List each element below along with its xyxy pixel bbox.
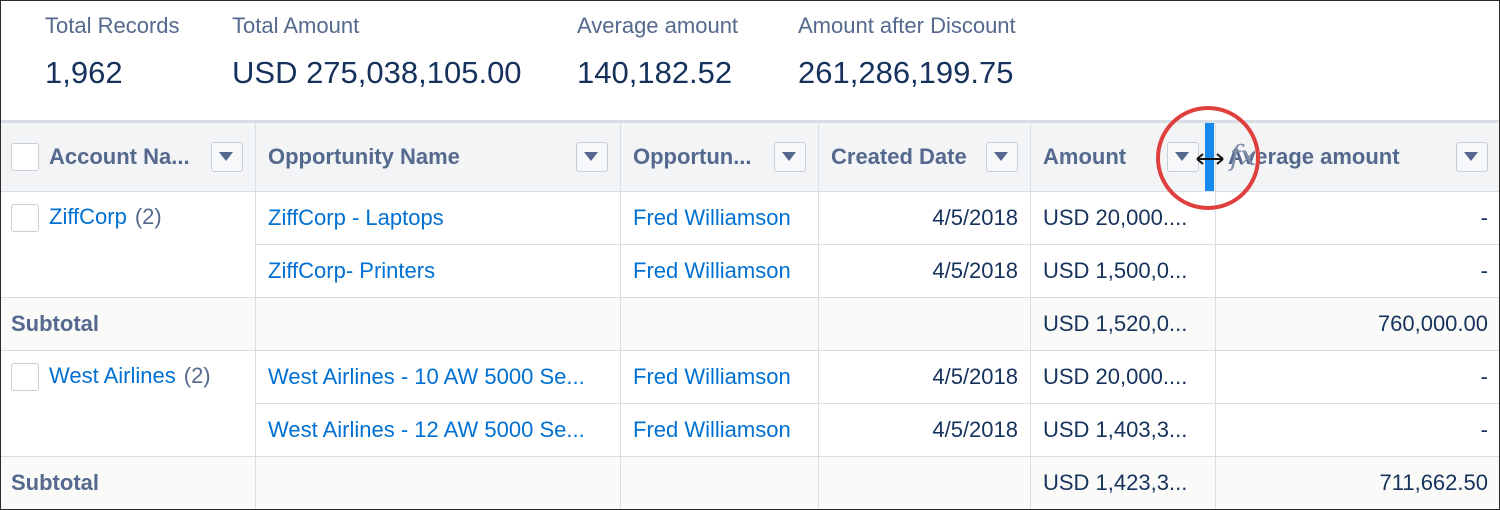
data-cell: West Airlines - 12 AW 5000 Se... [256, 404, 621, 457]
subtotal-average-cell: 760,000.00 [1216, 298, 1499, 351]
data-cell: 4/5/2018 [819, 245, 1031, 298]
formula-icon: fx [1230, 139, 1257, 172]
divider [1, 120, 1499, 123]
cell-value: 4/5/2018 [932, 364, 1018, 389]
cell-value: 4/5/2018 [932, 417, 1018, 442]
subtotal-empty-cell [621, 298, 819, 351]
subtotal-empty-cell [621, 457, 819, 509]
subtotal-label: Subtotal [11, 470, 99, 495]
select-all-checkbox[interactable] [11, 143, 39, 171]
data-cell: ZiffCorp- Printers [256, 245, 621, 298]
subtotal-empty-cell [256, 298, 621, 351]
subtotal-empty-cell [819, 298, 1031, 351]
column-title: Opportun... [633, 144, 752, 169]
data-cell: - [1216, 404, 1499, 457]
subtotal-empty-cell [819, 457, 1031, 509]
record-link[interactable]: Fred Williamson [633, 417, 791, 442]
cell-value: USD 1,500,0... [1043, 258, 1188, 283]
column-menu-button[interactable] [1456, 142, 1488, 172]
summary-label: Total Amount [232, 13, 360, 38]
row-checkbox[interactable] [11, 204, 39, 232]
account-link[interactable]: West Airlines [49, 363, 176, 388]
data-cell: West Airlines - 10 AW 5000 Se... [256, 351, 621, 404]
subtotal-amount: USD 1,423,3... [1043, 470, 1188, 495]
column-header: Opportun... [621, 123, 819, 192]
subtotal-average-cell: 711,662.50 [1216, 457, 1499, 509]
account-cell: West Airlines (2) [1, 351, 256, 457]
cell-value: - [1480, 364, 1488, 389]
data-cell: USD 1,500,0... [1031, 245, 1216, 298]
data-cell: Fred Williamson [621, 404, 819, 457]
column-menu-button[interactable] [986, 142, 1018, 172]
column-title: Opportunity Name [268, 144, 460, 169]
data-cell: 4/5/2018 [819, 192, 1031, 245]
data-cell: USD 20,000.... [1031, 351, 1216, 404]
summary-value: 140,182.52 [577, 55, 733, 90]
data-cell: - [1216, 351, 1499, 404]
data-cell: USD 1,403,3... [1031, 404, 1216, 457]
record-link[interactable]: Fred Williamson [633, 258, 791, 283]
summary-label: Total Records [45, 13, 180, 38]
column-header: Opportunity Name [256, 123, 621, 192]
summary-value: USD 275,038,105.00 [232, 55, 522, 90]
subtotal-label-cell: Subtotal [1, 457, 256, 509]
cell-value: 4/5/2018 [932, 205, 1018, 230]
summary-value: 1,962 [45, 55, 123, 90]
column-header: Average amount [1216, 123, 1499, 192]
summary-value: 261,286,199.75 [798, 55, 1014, 90]
data-cell: - [1216, 245, 1499, 298]
subtotal-average: 711,662.50 [1379, 470, 1488, 495]
data-cell: USD 20,000.... [1031, 192, 1216, 245]
column-title: Created Date [831, 144, 967, 169]
subtotal-empty-cell [256, 457, 621, 509]
cell-value: USD 20,000.... [1043, 364, 1188, 389]
subtotal-average: 760,000.00 [1377, 311, 1488, 336]
column-title: Account Na... [49, 144, 190, 169]
record-link[interactable]: ZiffCorp - Laptops [268, 205, 444, 230]
cell-value: USD 20,000.... [1043, 205, 1188, 230]
data-cell: Fred Williamson [621, 351, 819, 404]
subtotal-label-cell: Subtotal [1, 298, 256, 351]
data-cell: - [1216, 192, 1499, 245]
record-link[interactable]: Fred Williamson [633, 364, 791, 389]
data-cell: 4/5/2018 [819, 404, 1031, 457]
record-link[interactable]: Fred Williamson [633, 205, 791, 230]
column-menu-button[interactable] [211, 142, 243, 172]
column-title: Amount [1043, 144, 1127, 169]
column-header: Created Date [819, 123, 1031, 192]
cell-value: - [1480, 417, 1488, 442]
data-cell: Fred Williamson [621, 192, 819, 245]
cell-value: USD 1,403,3... [1043, 417, 1188, 442]
cell-value: 4/5/2018 [932, 258, 1018, 283]
subtotal-label: Subtotal [11, 311, 99, 336]
subtotal-amount-cell: USD 1,520,0... [1031, 298, 1216, 351]
account-cell: ZiffCorp (2) [1, 192, 256, 298]
column-menu-button[interactable] [1167, 142, 1199, 172]
row-checkbox[interactable] [11, 363, 39, 391]
column-menu-button[interactable] [774, 142, 806, 172]
record-count: (2) [134, 204, 162, 229]
record-count: (2) [183, 363, 211, 388]
subtotal-amount-cell: USD 1,423,3... [1031, 457, 1216, 509]
data-cell: ZiffCorp - Laptops [256, 192, 621, 245]
summary-label: Average amount [577, 13, 739, 38]
data-cell: 4/5/2018 [819, 351, 1031, 404]
record-link[interactable]: West Airlines - 10 AW 5000 Se... [268, 364, 585, 389]
data-cell: Fred Williamson [621, 245, 819, 298]
record-link[interactable]: ZiffCorp- Printers [268, 258, 436, 283]
summary-label: Amount after Discount [798, 13, 1016, 38]
cell-value: - [1480, 205, 1488, 230]
record-link[interactable]: West Airlines - 12 AW 5000 Se... [268, 417, 585, 442]
cell-value: - [1480, 258, 1488, 283]
column-header: Amount [1031, 123, 1216, 192]
column-menu-button[interactable] [576, 142, 608, 172]
account-link[interactable]: ZiffCorp [49, 204, 127, 229]
subtotal-amount: USD 1,520,0... [1043, 311, 1188, 336]
column-header: Account Na... [1, 123, 256, 192]
